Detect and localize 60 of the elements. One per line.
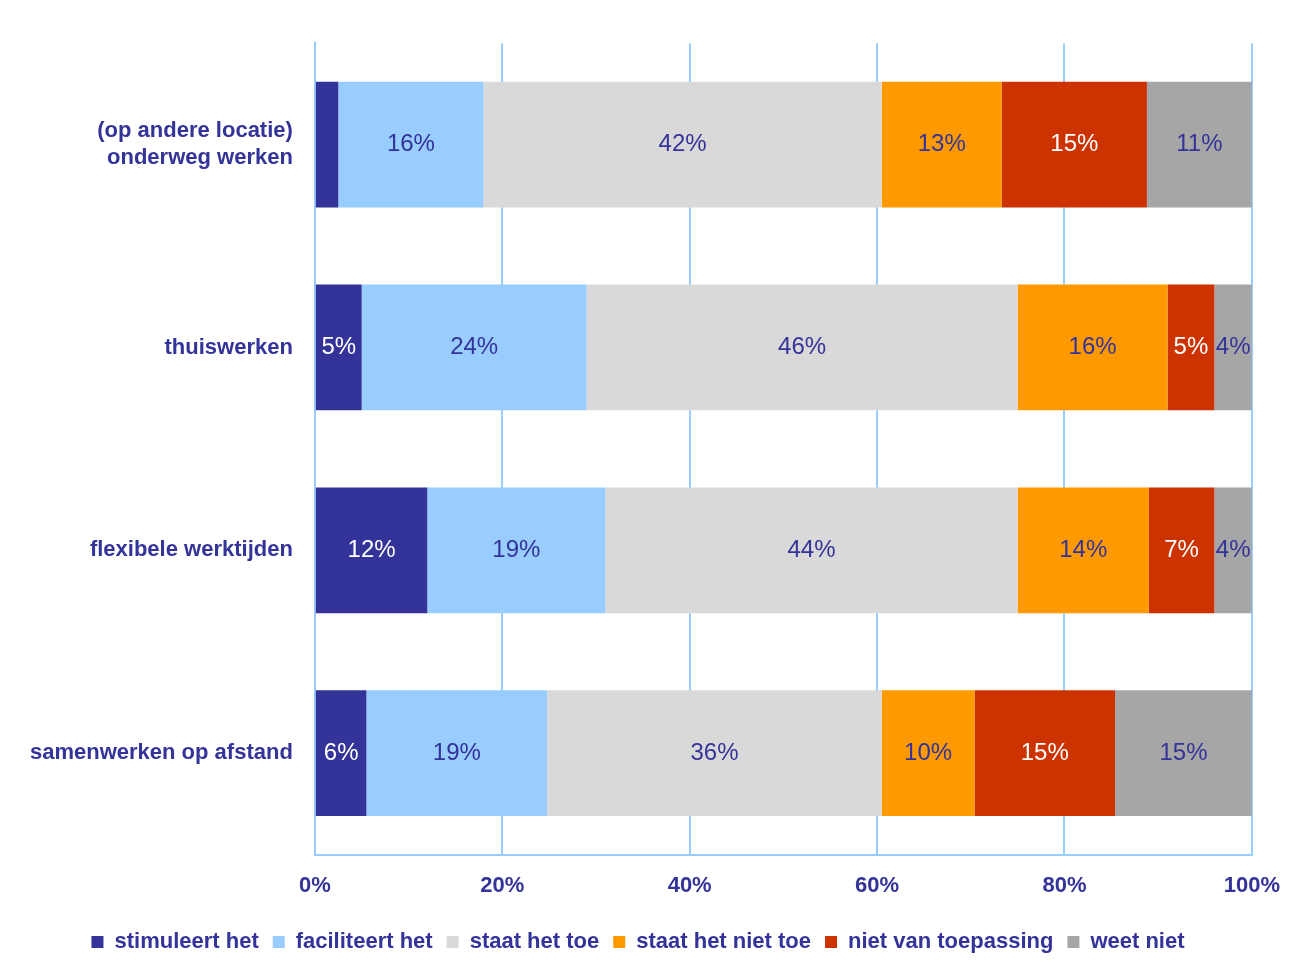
- data-label: 5%: [1173, 332, 1209, 360]
- bar: [1017, 487, 1149, 614]
- data-label: 6%: [323, 737, 359, 765]
- y-tick-label: (op andere locatie) onderweg werken: [97, 117, 293, 169]
- data-label: 14%: [1059, 534, 1108, 562]
- bar: [315, 487, 428, 614]
- x-tick-label: 100%: [1223, 871, 1281, 897]
- bar: [1214, 487, 1252, 614]
- data-label: 46%: [778, 332, 827, 360]
- bar: [1167, 284, 1215, 411]
- legend-label: staat het niet toe: [636, 928, 812, 954]
- bar: [586, 284, 1018, 411]
- data-label: 19%: [432, 737, 481, 765]
- data-label: 15%: [1159, 737, 1208, 765]
- y-tick-label: samenwerken op afstand: [29, 739, 293, 765]
- bar: [315, 81, 339, 208]
- x-tick-label: 80%: [1042, 871, 1087, 897]
- bar: [315, 690, 367, 817]
- bar: [1017, 284, 1168, 411]
- data-label: 42%: [658, 129, 707, 157]
- x-tick-label: 60%: [855, 871, 900, 897]
- y-tick-label: flexibele werktijden: [89, 536, 293, 562]
- data-label: 5%: [321, 332, 357, 360]
- data-label: 7%: [1164, 534, 1199, 562]
- bar: [881, 81, 1002, 208]
- bar: [315, 284, 362, 411]
- x-tick-label: 0%: [298, 871, 331, 897]
- data-label: 15%: [1050, 129, 1099, 157]
- bar: [1214, 284, 1252, 411]
- y-tick-label: thuiswerken: [164, 333, 293, 359]
- data-label: 13%: [917, 129, 966, 157]
- bar: [547, 690, 882, 817]
- bar: [605, 487, 1018, 614]
- bar: [338, 81, 484, 208]
- data-label: 16%: [1068, 332, 1117, 360]
- bar: [974, 690, 1116, 817]
- x-tick-label: 40%: [667, 871, 712, 897]
- bar: [1115, 690, 1252, 817]
- data-label: 4%: [1215, 332, 1251, 360]
- legend-label: stimuleert het: [114, 928, 260, 954]
- data-label: 44%: [787, 534, 836, 562]
- data-label: 15%: [1020, 737, 1069, 765]
- data-label: 12%: [347, 534, 396, 562]
- data-label: 4%: [1215, 534, 1251, 562]
- bar: [1148, 487, 1215, 614]
- legend-label: staat het toe: [469, 928, 600, 954]
- bar: [1146, 81, 1252, 208]
- legend-label: niet van toepassing: [848, 928, 1054, 954]
- data-label: 16%: [386, 129, 435, 157]
- data-label: 19%: [492, 534, 541, 562]
- data-label: 24%: [450, 332, 499, 360]
- data-label: 10%: [904, 737, 953, 765]
- bar: [483, 81, 882, 208]
- data-label: 36%: [690, 737, 739, 765]
- bar: [881, 690, 975, 817]
- legend-label: faciliteert het: [295, 928, 434, 954]
- bar: [1001, 81, 1147, 208]
- legend-label: weet niet: [1089, 928, 1186, 954]
- x-tick-label: 20%: [480, 871, 525, 897]
- data-label: 11%: [1176, 129, 1223, 157]
